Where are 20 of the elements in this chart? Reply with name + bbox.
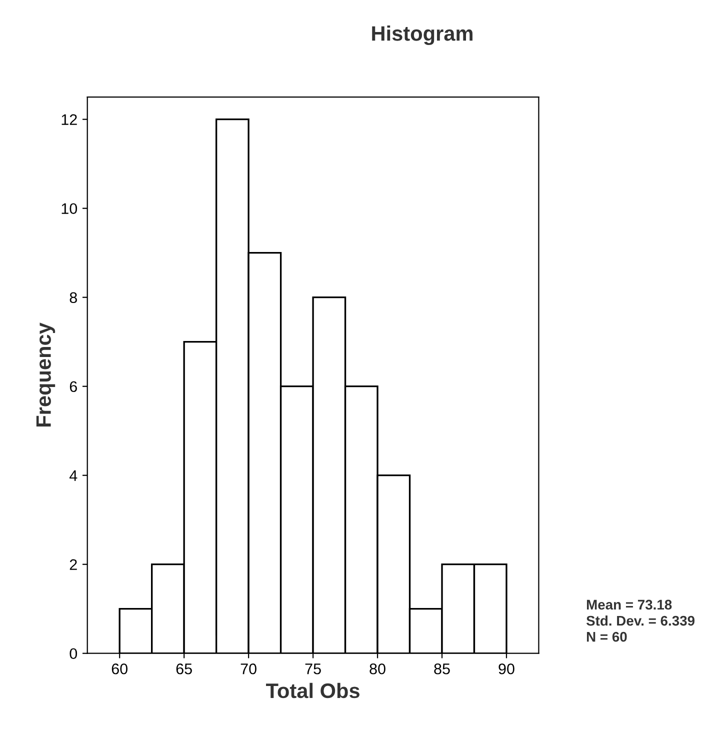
x-tick-label: 60 (112, 663, 128, 674)
x-axis-title: Total Obs (266, 682, 360, 698)
x-tick-label: 65 (176, 663, 192, 674)
text: Std. Dev. = 6.339 (586, 615, 695, 626)
y-tick-label: 6 (70, 381, 77, 392)
y-tick-label: 2 (70, 559, 77, 570)
x-tick-label: 80 (370, 663, 386, 674)
y-tick-label: 8 (70, 292, 77, 304)
text: N = 60 (586, 632, 627, 642)
y-tick-label: 12 (62, 114, 77, 125)
chart-title: Histogram (372, 26, 472, 46)
x-tick-label: 85 (434, 663, 450, 674)
y-tick-label: 4 (69, 470, 78, 481)
x-tick-label: 90 (498, 663, 514, 674)
y-tick-label: 0 (70, 648, 78, 660)
x-tick-label: 70 (240, 663, 256, 674)
y-tick-label: 10 (62, 203, 78, 214)
y-axis-title: Frequency (36, 322, 56, 426)
x-tick-label: 75 (305, 664, 321, 674)
text: Mean = 73.18 (586, 600, 672, 610)
